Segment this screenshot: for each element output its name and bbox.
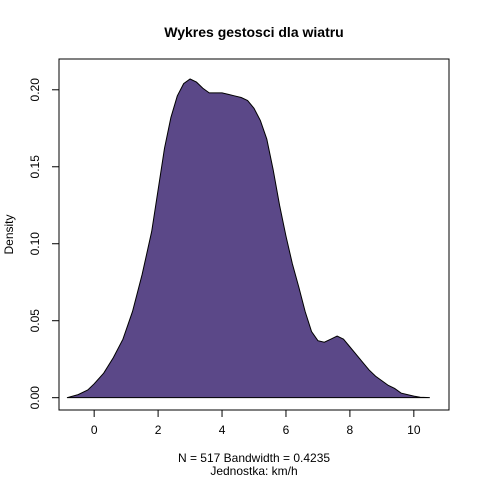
x-axis-subtitle: Jednostka: km/h — [210, 464, 297, 478]
plot-area — [58, 58, 450, 411]
y-tick-label: 0.10 — [28, 232, 42, 256]
y-tick-label: 0.05 — [28, 309, 42, 333]
x-axis: 0 2 4 6 8 10 — [91, 409, 421, 437]
y-tick-label: 0.00 — [28, 386, 42, 410]
y-tick-label: 0.20 — [28, 78, 42, 102]
y-tick-label: 0.15 — [28, 155, 42, 179]
x-tick-label: 10 — [407, 423, 421, 437]
x-tick-label: 6 — [283, 423, 290, 437]
x-tick-label: 8 — [347, 423, 354, 437]
y-axis: 0.00 0.05 0.10 0.15 0.20 — [28, 78, 60, 410]
x-tick-label: 0 — [91, 423, 98, 437]
x-axis-title: N = 517 Bandwidth = 0.4235 — [178, 451, 330, 465]
density-area — [66, 78, 430, 399]
x-tick-label: 4 — [219, 423, 226, 437]
y-axis-title: Density — [2, 214, 16, 254]
x-tick-label: 2 — [155, 423, 162, 437]
chart-title: Wykres gestosci dla wiatru — [164, 24, 343, 40]
